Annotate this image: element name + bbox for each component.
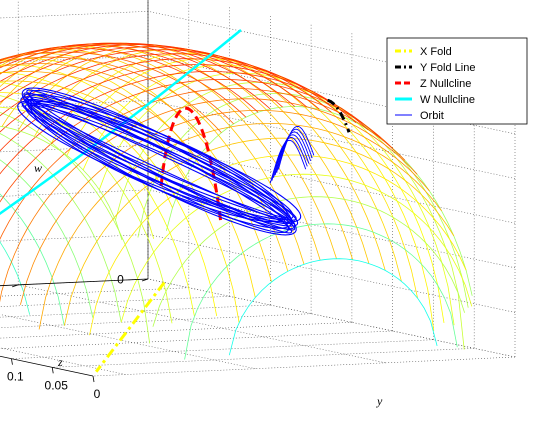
series-orbit-loop-3 (17, 100, 302, 223)
mesh-line-y-21 (0, 45, 259, 113)
mesh-line-y-27 (0, 80, 186, 179)
tick-z-0: 0 (117, 272, 124, 286)
mesh-line-z-24 (0, 193, 65, 326)
mesh-line-y-1 (184, 223, 458, 360)
surface-mesh (0, 42, 473, 360)
gridline-z-floor-1 (18, 284, 386, 364)
axis-ticks: 00.010.020.030.040.050.0600.20.40.60.40.… (0, 272, 149, 401)
series-orbit-spur-3 (273, 134, 310, 178)
mesh-line-y-2 (152, 196, 465, 327)
tick-y-7: 0.05 (45, 378, 69, 392)
mesh-line-z-10 (0, 42, 354, 260)
gridline-y-floor-3 (0, 330, 393, 349)
mesh-line-y-16 (0, 46, 320, 110)
mesh-line-y-24 (0, 56, 222, 133)
mesh-line-z-22 (0, 133, 122, 323)
tick-y-8: 0 (94, 387, 101, 401)
series-w-nullcline (0, 29, 242, 216)
tickmark-y-8 (92, 375, 95, 383)
mesh-line-z-23 (0, 159, 94, 318)
series-orbit-spur-2 (274, 131, 312, 176)
mesh-line-y-18 (0, 42, 296, 107)
axis-label-z: z (57, 355, 63, 369)
tick-y-6: 0.1 (7, 370, 24, 384)
mesh-line-z-13 (0, 45, 305, 265)
series-orbit-loop-6 (24, 102, 294, 221)
series-orbit-spur-5 (269, 139, 307, 184)
axis-line-yz (0, 278, 149, 377)
gridline-y-floor-1 (52, 348, 475, 368)
axis-label-w: w (34, 161, 42, 175)
legend-label-x-fold: X Fold (420, 46, 452, 58)
mesh-line-y-14 (0, 53, 344, 118)
legend-label-y-fold-line: Y Fold Line (420, 62, 475, 74)
series-orbit-spur-1 (276, 128, 313, 173)
curves (0, 29, 351, 373)
series-orbit-loop-9 (21, 102, 297, 221)
gridline-y-floor-5 (0, 313, 312, 329)
mesh-line-z-3 (98, 72, 455, 326)
series-orbit-loop-13 (24, 98, 295, 225)
series-orbit-loop-12 (29, 104, 290, 219)
mesh-line-y-4 (89, 154, 467, 336)
mesh-line-y-15 (0, 49, 332, 113)
series-x-fold (95, 281, 166, 373)
gridline-z-floor-0 (147, 278, 516, 358)
mesh-line-z-0 (166, 106, 473, 296)
gridline-z-floor-3 (0, 347, 126, 375)
series-orbit-loop-11 (23, 92, 296, 231)
series-orbit-loop-10 (27, 98, 291, 225)
legend: X Fold Y Fold Line Z Nullcline W Nullcli… (386, 37, 528, 125)
mesh-line-y-0 (228, 258, 438, 356)
gridline-y-floor-0 (92, 356, 516, 377)
gridline-y-floor-7 (0, 296, 230, 307)
series-y-fold-line (327, 98, 351, 133)
mesh-line-y-8 (0, 98, 418, 303)
mesh-line-y-17 (0, 44, 308, 108)
mesh-line-y-7 (20, 110, 430, 305)
legend-label-w-nullcline: W Nullcline (420, 94, 475, 106)
axis-label-y: y (376, 394, 383, 408)
series-orbit-spur-0 (277, 125, 315, 170)
mesh-line-y-6 (38, 123, 442, 330)
gridline-y-floor-2 (11, 339, 434, 359)
mesh-line-y-3 (120, 173, 473, 323)
tickmark-y-6 (11, 358, 13, 365)
mesh-line-z-5 (66, 58, 435, 331)
gridline-w-1 (0, 234, 516, 313)
mesh-line-y-9 (0, 88, 406, 240)
mesh-line-z-21 (0, 111, 151, 344)
mesh-line-y-22 (0, 47, 247, 118)
grid-lines (0, 0, 516, 377)
mesh-line-z-20 (0, 95, 173, 324)
gridline-z-floor-2 (0, 314, 256, 369)
legend-label-z-nullcline: Z Nullcline (420, 78, 471, 90)
mesh-line-y-26 (0, 71, 198, 160)
series-orbit-loop-0 (30, 100, 288, 223)
mesh-line-y-5 (63, 137, 455, 326)
mesh-line-y-25 (0, 63, 210, 145)
legend-label-orbit: Orbit (420, 110, 444, 122)
series-orbit-loop-7 (20, 96, 299, 227)
series-orbit-spur-4 (271, 137, 308, 181)
tickmark-y-7 (51, 367, 54, 374)
mesh-line-y-30 (0, 125, 123, 241)
mesh-line-y-23 (0, 51, 234, 125)
